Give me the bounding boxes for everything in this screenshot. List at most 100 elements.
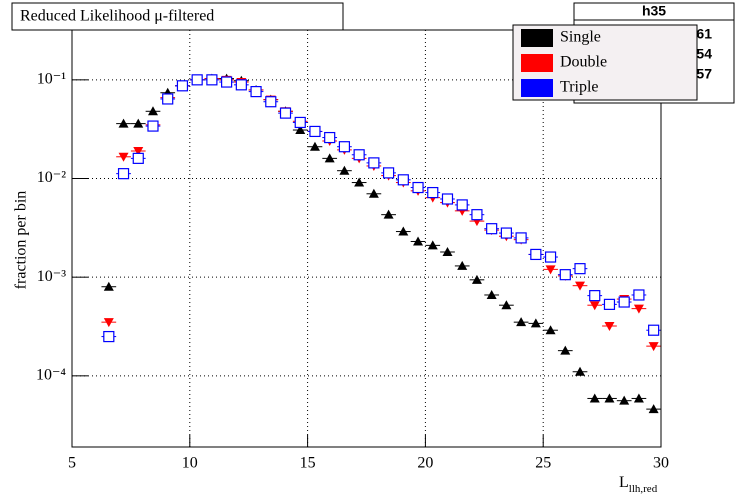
stats-entry: 61 bbox=[696, 26, 712, 42]
legend-swatch bbox=[521, 29, 553, 47]
x-tick-label: 10 bbox=[182, 455, 198, 472]
marker bbox=[589, 393, 600, 403]
marker bbox=[515, 232, 527, 244]
marker bbox=[575, 281, 586, 291]
legend-label: Triple bbox=[560, 79, 599, 96]
marker bbox=[354, 177, 365, 187]
marker bbox=[589, 290, 601, 302]
marker bbox=[633, 289, 645, 301]
marker bbox=[339, 165, 350, 175]
marker bbox=[471, 209, 483, 221]
marker bbox=[633, 304, 644, 314]
marker bbox=[133, 118, 144, 128]
marker bbox=[633, 393, 644, 403]
marker bbox=[544, 251, 557, 263]
x-tick-label: 20 bbox=[417, 455, 433, 472]
marker bbox=[295, 125, 306, 135]
marker bbox=[486, 223, 498, 235]
marker bbox=[324, 153, 335, 163]
marker bbox=[501, 300, 512, 310]
marker bbox=[309, 141, 320, 151]
y-tick-label: 10⁻⁴ bbox=[36, 367, 66, 384]
marker bbox=[530, 318, 541, 328]
marker bbox=[500, 227, 512, 239]
x-tick-label: 15 bbox=[300, 455, 316, 472]
stats-entry: 57 bbox=[696, 66, 712, 82]
marker bbox=[397, 174, 409, 186]
marker bbox=[118, 118, 129, 128]
marker bbox=[545, 265, 556, 275]
marker bbox=[604, 321, 615, 331]
marker bbox=[427, 240, 438, 250]
marker bbox=[353, 149, 365, 161]
marker bbox=[117, 168, 130, 180]
marker bbox=[147, 106, 158, 116]
marker bbox=[338, 141, 351, 153]
marker bbox=[589, 301, 600, 311]
marker bbox=[486, 289, 497, 299]
x-axis-label: Lllh,red bbox=[619, 474, 658, 495]
marker bbox=[221, 76, 233, 88]
y-tick-label: 10⁻¹ bbox=[37, 71, 66, 88]
marker bbox=[118, 152, 129, 162]
marker bbox=[413, 236, 424, 246]
legend-swatch bbox=[521, 54, 553, 72]
marker bbox=[574, 263, 586, 275]
marker bbox=[398, 226, 409, 236]
legend-label: Double bbox=[560, 54, 607, 71]
marker bbox=[206, 74, 218, 86]
marker bbox=[530, 248, 542, 261]
marker bbox=[147, 120, 159, 132]
marker bbox=[162, 93, 174, 105]
stats-title: h35 bbox=[642, 3, 666, 19]
marker bbox=[412, 181, 424, 194]
marker bbox=[575, 366, 586, 376]
x-axis-label-sub: llh,red bbox=[629, 483, 658, 495]
marker bbox=[132, 152, 144, 164]
marker bbox=[235, 79, 247, 91]
marker bbox=[383, 209, 394, 219]
marker bbox=[603, 298, 616, 310]
marker bbox=[294, 116, 306, 129]
marker bbox=[368, 157, 380, 169]
marker bbox=[250, 86, 262, 98]
marker bbox=[559, 269, 571, 281]
y-axis-label: fraction per bin bbox=[13, 191, 30, 290]
marker bbox=[604, 393, 615, 403]
marker bbox=[560, 345, 571, 355]
marker bbox=[133, 147, 144, 157]
marker bbox=[279, 107, 292, 119]
marker bbox=[619, 395, 630, 405]
marker bbox=[648, 324, 660, 336]
x-tick-label: 25 bbox=[535, 455, 551, 472]
x-tick-label: 30 bbox=[653, 455, 669, 472]
legend: Single Double Triple bbox=[521, 29, 607, 97]
marker bbox=[309, 125, 321, 138]
y-tick-label: 10⁻² bbox=[37, 169, 66, 186]
title-box bbox=[11, 2, 344, 31]
marker bbox=[427, 186, 439, 199]
legend-label: Single bbox=[560, 29, 601, 46]
x-axis-label-main: L bbox=[619, 474, 629, 491]
marker bbox=[457, 260, 468, 270]
stats-entry: 54 bbox=[696, 46, 712, 62]
marker bbox=[368, 188, 379, 198]
marker bbox=[471, 274, 482, 284]
marker bbox=[103, 281, 114, 291]
marker bbox=[176, 80, 189, 92]
legend-swatch bbox=[521, 79, 553, 97]
marker bbox=[648, 404, 659, 414]
marker bbox=[456, 199, 468, 211]
marker bbox=[618, 296, 630, 308]
marker bbox=[265, 96, 277, 108]
marker bbox=[648, 342, 659, 352]
x-tick-label: 5 bbox=[68, 455, 76, 472]
y-tick-label: 10⁻³ bbox=[37, 268, 66, 285]
marker bbox=[103, 330, 115, 343]
marker bbox=[516, 317, 527, 327]
plot-area: 5 10 15 20 25 30 10⁻⁴ 10⁻³ 10⁻² 10⁻¹ bbox=[36, 30, 669, 472]
frame bbox=[71, 29, 662, 448]
chart-title: Reduced Likelihood μ-filtered bbox=[20, 8, 214, 25]
marker bbox=[191, 74, 203, 86]
